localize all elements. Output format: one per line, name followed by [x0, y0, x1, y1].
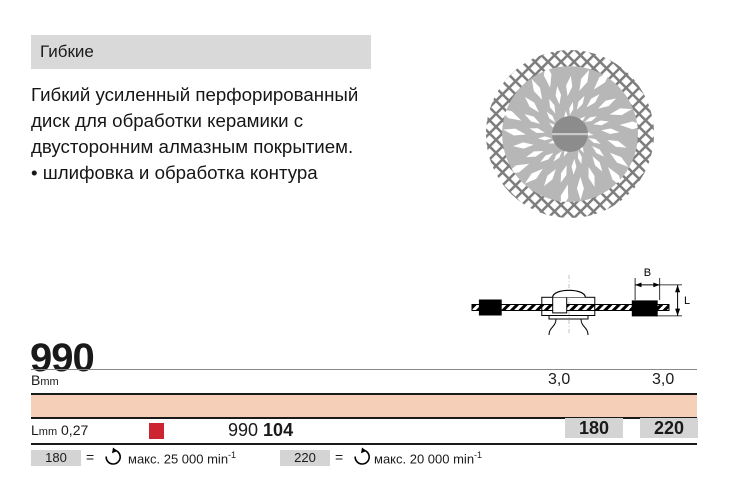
svg-text:L: L	[684, 295, 690, 307]
svg-text:B: B	[644, 267, 651, 279]
